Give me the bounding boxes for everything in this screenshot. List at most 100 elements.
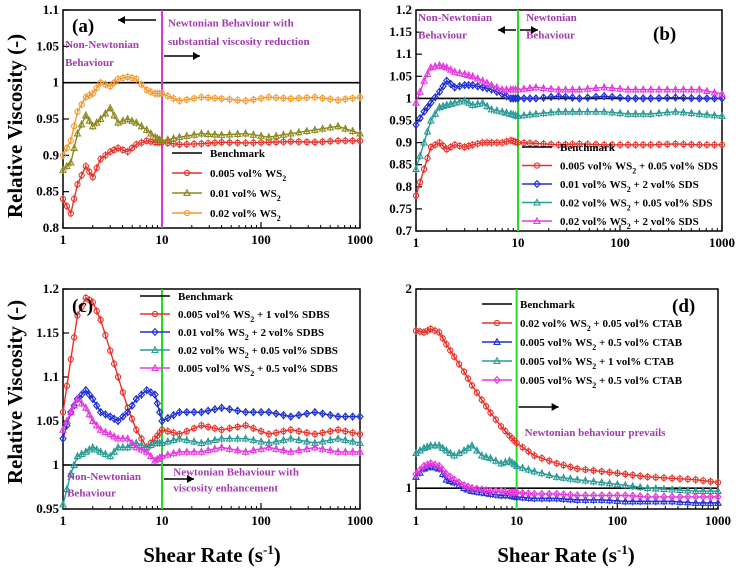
data-point [412, 98, 420, 106]
data-point [640, 141, 647, 148]
data-point [234, 423, 241, 431]
data-point [164, 428, 171, 435]
data-point [128, 438, 136, 446]
data-point [341, 447, 350, 455]
data-point [547, 92, 555, 102]
data-point [92, 118, 101, 126]
data-point [183, 141, 190, 148]
data-point [88, 121, 97, 130]
legend-marker [533, 216, 541, 224]
data-point [559, 494, 568, 502]
x-tick-label: 1000 [347, 513, 373, 528]
data-point [70, 143, 79, 152]
data-point [118, 443, 127, 451]
data-point [59, 195, 67, 203]
data-point [668, 485, 677, 493]
data-point [613, 491, 622, 500]
series-line [415, 328, 719, 484]
data-point [699, 477, 707, 484]
y-tick-label: 0.75 [389, 201, 412, 216]
data-point [502, 427, 509, 435]
data-point [356, 447, 364, 455]
panel-label: (c) [72, 296, 93, 317]
data-point [217, 443, 226, 451]
data-point [606, 469, 613, 476]
data-point [605, 491, 614, 500]
data-point [92, 401, 101, 410]
data-point [416, 465, 424, 475]
legend-marker [533, 162, 541, 169]
data-point [639, 94, 647, 103]
legend-marker [151, 363, 159, 371]
data-point [561, 85, 570, 93]
data-point [158, 438, 166, 446]
data-point [59, 409, 67, 416]
data-point [225, 444, 234, 452]
legend-entry: 0.02 vol% WS2 + 0.05 vol% SDS [560, 198, 713, 213]
data-point [63, 484, 71, 493]
data-point [78, 303, 85, 310]
data-point [624, 109, 632, 117]
data-point [257, 444, 266, 452]
data-point [81, 403, 90, 411]
data-point [706, 492, 715, 502]
data-point [420, 138, 428, 146]
data-point [469, 80, 477, 90]
data-point [456, 361, 463, 368]
legend-benchmark: Benchmark [210, 148, 266, 160]
data-point [318, 437, 327, 445]
data-point [695, 85, 704, 93]
data-point [63, 144, 71, 152]
legend-marker [493, 375, 501, 385]
data-point [169, 448, 178, 457]
data-point [210, 444, 219, 452]
data-point [655, 85, 663, 93]
data-point [660, 484, 668, 493]
data-point [621, 491, 630, 500]
data-point [687, 93, 696, 103]
y-tick-label: 1 [53, 457, 60, 472]
data-point [279, 435, 288, 444]
data-point [566, 495, 575, 503]
data-point [431, 93, 439, 102]
data-point [334, 447, 342, 455]
data-point [472, 446, 481, 454]
legend-marker [151, 310, 159, 318]
data-point [73, 129, 82, 137]
data-point [334, 137, 342, 144]
data-point [412, 469, 420, 479]
data-point [714, 479, 722, 486]
data-point [356, 438, 364, 446]
data-point [128, 144, 136, 152]
data-point [303, 429, 310, 436]
data-point [526, 94, 534, 103]
data-point [110, 432, 119, 440]
data-point [342, 137, 349, 144]
data-point [695, 94, 704, 103]
data-point [334, 434, 342, 442]
data-point [566, 490, 575, 500]
data-point [616, 108, 625, 117]
data-point [455, 97, 464, 105]
data-point [106, 103, 115, 112]
data-point [502, 91, 511, 101]
y-tick-label: 1.05 [389, 68, 412, 83]
data-point [560, 462, 567, 469]
data-point [423, 103, 432, 112]
data-point [106, 429, 115, 438]
data-point [89, 394, 97, 404]
data-point [59, 434, 67, 443]
data-point [85, 445, 94, 453]
legend-marker [183, 188, 191, 196]
data-point [424, 154, 431, 162]
data-point [664, 141, 671, 148]
data-point [676, 497, 684, 505]
data-point [592, 92, 600, 102]
data-point [356, 94, 364, 101]
data-point [438, 443, 447, 451]
y-tick-label: 0.95 [36, 111, 59, 126]
y-tick-label: 1.2 [43, 281, 59, 296]
data-point [435, 60, 444, 69]
data-point [416, 87, 424, 95]
legend-entry: 0.005 vol% WS2 + 1 vol% SDBS [178, 309, 330, 324]
